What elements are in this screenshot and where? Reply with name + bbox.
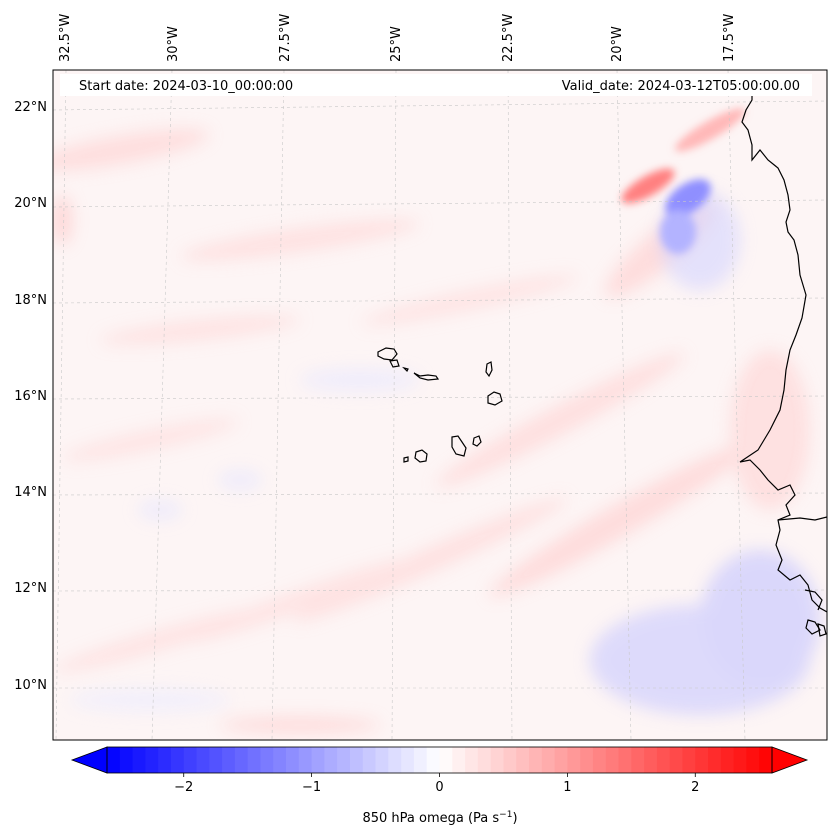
colorbar-swatch bbox=[388, 747, 402, 773]
colorbar-swatch bbox=[720, 747, 735, 773]
colorbar-swatch bbox=[695, 747, 709, 773]
colorbar-swatch bbox=[477, 747, 492, 773]
island-santo-antao bbox=[377, 347, 398, 361]
colorbar-swatch bbox=[362, 747, 377, 773]
colorbar-tick-label: 2 bbox=[691, 780, 699, 795]
island-santa-luzia bbox=[402, 366, 409, 373]
island-santiago bbox=[451, 435, 467, 457]
colorbar-swatch bbox=[401, 747, 415, 773]
cape-verde-islands bbox=[377, 347, 503, 463]
colorbar-swatch bbox=[746, 747, 760, 773]
coastlines bbox=[739, 75, 827, 637]
island-fogo bbox=[414, 449, 428, 463]
island-sao-nicolau bbox=[413, 372, 440, 381]
lat-label: 20°N bbox=[14, 196, 47, 211]
colorbar: −2 −1 0 1 2 850 hPa omega (Pa s−1) bbox=[70, 746, 809, 826]
colorbar-swatch bbox=[426, 747, 440, 773]
colorbar-swatch bbox=[631, 747, 645, 773]
colorbar-swatch bbox=[145, 747, 159, 773]
colorbar-swatch bbox=[465, 747, 479, 773]
colorbar-swatch bbox=[618, 747, 632, 773]
colorbar-swatch bbox=[349, 747, 364, 773]
colorbar-swatch bbox=[656, 747, 671, 773]
colorbar-swatch bbox=[260, 747, 274, 773]
colorbar-swatches bbox=[107, 747, 773, 773]
lat-label: 16°N bbox=[14, 389, 47, 404]
lon-label: 25°W bbox=[389, 26, 404, 62]
colorbar-swatch bbox=[196, 747, 210, 773]
lon-label: 32.5°W bbox=[58, 14, 73, 62]
colorbar-swatch bbox=[311, 747, 325, 773]
lat-label: 14°N bbox=[14, 485, 47, 500]
colorbar-swatch bbox=[503, 747, 517, 773]
lon-label: 20°W bbox=[610, 26, 625, 62]
colorbar-ticks: −2 −1 0 1 2 bbox=[174, 773, 699, 795]
colorbar-tick-label: 0 bbox=[435, 780, 443, 795]
colorbar-swatch bbox=[452, 747, 466, 773]
colorbar-swatch bbox=[222, 747, 236, 773]
lat-label: 22°N bbox=[14, 100, 47, 115]
colorbar-extend-low bbox=[70, 746, 108, 774]
start-date-label: Start date: 2024-03-10_00:00:00 bbox=[79, 79, 293, 94]
colorbar-swatch bbox=[107, 747, 121, 773]
colorbar-title: 850 hPa omega (Pa s−1) bbox=[362, 810, 517, 826]
africa-coastline bbox=[739, 75, 827, 613]
colorbar-swatch bbox=[132, 747, 146, 773]
island-brava bbox=[403, 456, 409, 463]
map-frame bbox=[52, 69, 828, 741]
lon-label: 30°W bbox=[166, 26, 181, 62]
colorbar-swatch bbox=[490, 747, 504, 773]
longitude-labels: 32.5°W 30°W 27.5°W 25°W 22.5°W 20°W 17.5… bbox=[58, 14, 737, 62]
colorbar-swatch bbox=[567, 747, 581, 773]
colorbar-extend-high bbox=[771, 746, 809, 774]
colorbar-swatch bbox=[669, 747, 683, 773]
lat-label: 10°N bbox=[14, 678, 47, 693]
graticule bbox=[53, 70, 827, 740]
lat-label: 12°N bbox=[14, 581, 47, 596]
colorbar-swatch bbox=[708, 747, 722, 773]
colorbar-swatch bbox=[541, 747, 556, 773]
colorbar-swatch bbox=[592, 747, 607, 773]
lon-label: 22.5°W bbox=[501, 14, 516, 62]
colorbar-swatch bbox=[119, 747, 134, 773]
island-boa-vista bbox=[487, 391, 503, 406]
colorbar-swatch bbox=[413, 747, 428, 773]
lat-label: 18°N bbox=[14, 293, 47, 308]
header-strip bbox=[60, 74, 812, 96]
colorbar-tick-label: −1 bbox=[302, 780, 321, 795]
colorbar-swatch bbox=[529, 747, 543, 773]
colorbar-swatch bbox=[580, 747, 594, 773]
colorbar-swatch bbox=[170, 747, 185, 773]
colorbar-swatch bbox=[298, 747, 313, 773]
colorbar-swatch bbox=[759, 747, 773, 773]
colorbar-swatch bbox=[682, 747, 696, 773]
colorbar-swatch bbox=[375, 747, 389, 773]
lon-label: 17.5°W bbox=[722, 14, 737, 62]
colorbar-swatch bbox=[209, 747, 223, 773]
omega-field bbox=[53, 70, 827, 740]
colorbar-swatch bbox=[554, 747, 568, 773]
colorbar-swatch bbox=[439, 747, 453, 773]
colorbar-swatch bbox=[234, 747, 249, 773]
colorbar-swatch bbox=[324, 747, 338, 773]
island-sao-vicente bbox=[389, 359, 400, 368]
lon-label: 27.5°W bbox=[278, 14, 293, 62]
colorbar-swatch bbox=[273, 747, 287, 773]
island-maio bbox=[472, 435, 482, 447]
colorbar-swatch bbox=[286, 747, 300, 773]
colorbar-swatch bbox=[516, 747, 530, 773]
valid-date-label: Valid_date: 2024-03-12T05:00:00.00 bbox=[562, 79, 800, 94]
colorbar-swatch bbox=[158, 747, 172, 773]
colorbar-tick-label: 1 bbox=[563, 780, 571, 795]
latitude-labels: 22°N 20°N 18°N 16°N 14°N 12°N 10°N bbox=[14, 100, 47, 693]
colorbar-swatch bbox=[247, 747, 261, 773]
colorbar-swatch bbox=[183, 747, 198, 773]
colorbar-swatch bbox=[337, 747, 351, 773]
island-sal bbox=[485, 361, 493, 378]
colorbar-swatch bbox=[644, 747, 658, 773]
colorbar-swatch bbox=[605, 747, 620, 773]
colorbar-tick-label: −2 bbox=[174, 780, 193, 795]
colorbar-swatch bbox=[733, 747, 747, 773]
